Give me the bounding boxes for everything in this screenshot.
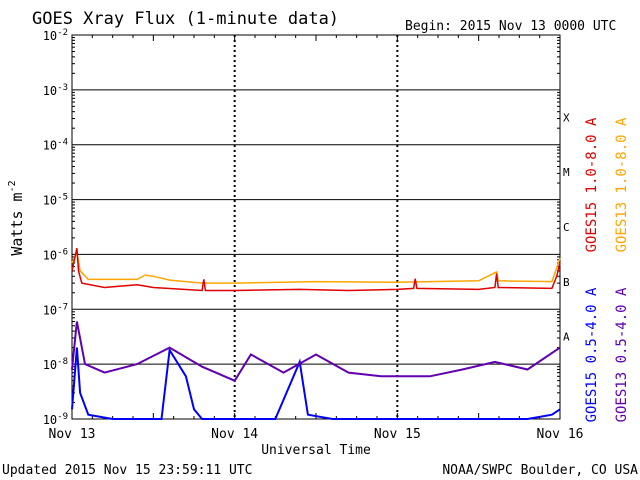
y-axis-label: Watts m-2 [7, 180, 26, 255]
flare-class-B: B [563, 276, 570, 289]
legend-entry-2: GOES15 0.5-4.0 A [584, 287, 600, 422]
x-tick-label-1: Nov 14 [211, 427, 258, 442]
chart-title: GOES Xray Flux (1-minute data) [32, 9, 339, 29]
footer-updated: Updated 2015 Nov 15 23:59:11 UTC [2, 463, 252, 478]
y-tick-label-3: 10-5 [43, 193, 68, 208]
series-lines [71, 248, 561, 420]
legend-entry-1: GOES13 1.0-8.0 A [614, 117, 630, 252]
y-tick-label-0: 10-2 [43, 28, 68, 43]
y-tick-label-6: 10-8 [43, 357, 68, 372]
begin-label: Begin: 2015 Nov 13 0000 UTC [405, 19, 616, 34]
plot-frame [71, 34, 561, 420]
x-tick-label-2: Nov 15 [374, 427, 421, 442]
flare-class-M: M [563, 166, 570, 179]
y-axis-label-text: Watts m [8, 192, 26, 255]
legend-entry-3: GOES13 0.5-4.0 A [614, 287, 630, 422]
y-axis-tick-labels: 10-2 10-3 10-4 10-5 10-6 10-7 10-8 10-9 [43, 28, 560, 427]
legend: GOES15 1.0-8.0 A GOES13 1.0-8.0 A GOES15 0… [584, 117, 630, 422]
x-axis-tick-labels: Nov 13 Nov 14 Nov 15 Nov 16 [49, 427, 584, 442]
footer-source: NOAA/SWPC Boulder, CO USA [442, 463, 638, 478]
flare-class-X: X [563, 111, 570, 124]
series-line-2 [71, 347, 561, 420]
x-tick-label-3: Nov 16 [537, 427, 584, 442]
day-marker-lines [71, 35, 561, 419]
y-tick-label-1: 10-3 [43, 83, 68, 98]
legend-entry-0: GOES15 1.0-8.0 A [584, 117, 600, 252]
grid-lines [72, 34, 560, 420]
y-axis-label-exponent: -2 [7, 180, 18, 192]
plot-area: 10-210-310-410-510-610-710-810-9 Nov 13 N… [43, 28, 584, 442]
series-line-3 [71, 321, 561, 382]
x-tick-label-0: Nov 13 [49, 427, 96, 442]
y-tick-label-5: 10-7 [43, 302, 68, 317]
series-line-0 [71, 248, 561, 292]
flare-class-A: A [563, 331, 570, 344]
y-tick-label-4: 10-6 [43, 247, 68, 262]
series-line-1 [71, 249, 561, 284]
x-axis-label: Universal Time [261, 443, 371, 458]
flare-class-labels: X M C B A [563, 111, 570, 343]
flare-class-C: C [563, 221, 570, 234]
y-tick-label-2: 10-4 [43, 138, 68, 153]
y-tick-label-7: 10-9 [43, 412, 68, 427]
